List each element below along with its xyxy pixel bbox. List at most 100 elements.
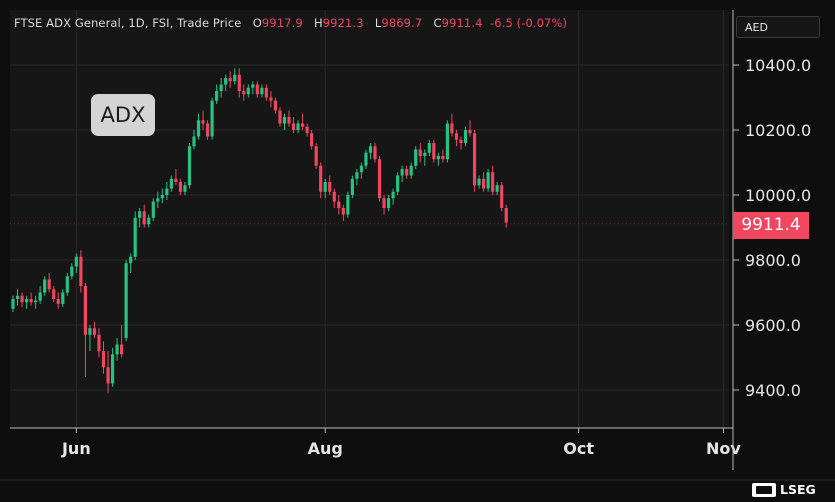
low-label: L bbox=[374, 16, 382, 30]
candle bbox=[192, 130, 196, 150]
candle bbox=[341, 204, 345, 221]
x-tick-label: Jun bbox=[61, 439, 91, 458]
candle bbox=[319, 162, 323, 199]
candle-body bbox=[382, 198, 386, 208]
candle-body bbox=[287, 117, 291, 124]
candle bbox=[260, 84, 264, 98]
candle-body bbox=[400, 169, 404, 176]
candle-body bbox=[319, 165, 323, 192]
candle bbox=[160, 188, 164, 204]
candle bbox=[495, 182, 499, 195]
candle bbox=[219, 78, 223, 98]
candle-body bbox=[278, 110, 282, 124]
candle bbox=[454, 130, 459, 147]
candle bbox=[70, 263, 74, 280]
candle bbox=[251, 81, 255, 95]
candle bbox=[301, 113, 305, 130]
candle-body bbox=[92, 328, 97, 335]
candle-body bbox=[472, 133, 477, 186]
candle-body bbox=[83, 286, 87, 335]
candle bbox=[133, 211, 137, 260]
candle bbox=[174, 169, 178, 186]
candle-body bbox=[477, 178, 481, 186]
candle-body bbox=[436, 156, 440, 160]
candle-body bbox=[133, 217, 137, 257]
candle-body bbox=[129, 256, 133, 264]
candle bbox=[405, 165, 409, 179]
candle bbox=[373, 143, 377, 163]
candle-body bbox=[491, 172, 495, 192]
candle bbox=[34, 295, 38, 309]
candle bbox=[237, 68, 241, 98]
candle bbox=[138, 208, 142, 228]
candle bbox=[282, 113, 287, 130]
candle bbox=[110, 347, 115, 387]
candle-body bbox=[174, 178, 178, 182]
currency-selector[interactable]: AED bbox=[736, 16, 820, 38]
candle bbox=[491, 165, 495, 195]
candle-body bbox=[454, 133, 459, 140]
candle-body bbox=[264, 87, 268, 98]
candle bbox=[418, 143, 422, 163]
candle-body bbox=[56, 299, 60, 304]
candle bbox=[441, 149, 445, 163]
candle-body bbox=[160, 195, 164, 199]
lseg-logo-icon bbox=[752, 483, 776, 497]
candle bbox=[269, 91, 273, 108]
candle-body bbox=[183, 185, 187, 192]
candle bbox=[255, 81, 259, 98]
candle-body bbox=[224, 78, 228, 85]
candle-body bbox=[156, 198, 160, 202]
candle bbox=[445, 120, 449, 163]
y-tick-label: 9600.0 bbox=[745, 316, 801, 335]
candle-body bbox=[332, 191, 336, 202]
candle bbox=[142, 204, 146, 228]
candle bbox=[169, 175, 173, 192]
candle bbox=[486, 169, 490, 192]
candle-body bbox=[368, 146, 373, 153]
brand-mark: LSEG bbox=[752, 481, 816, 499]
high-label: H bbox=[314, 16, 323, 30]
candle bbox=[391, 188, 395, 205]
candle bbox=[310, 130, 314, 150]
candle bbox=[432, 139, 436, 163]
candle bbox=[88, 325, 92, 351]
candle bbox=[278, 107, 282, 127]
last-price-tag: 9911.4 bbox=[733, 212, 809, 239]
candle bbox=[355, 169, 359, 186]
candle bbox=[92, 321, 97, 338]
x-axis-ticks: Jun Aug Oct Nov bbox=[61, 428, 741, 458]
candle bbox=[477, 175, 481, 189]
candle-body bbox=[273, 100, 278, 111]
candle bbox=[165, 182, 169, 200]
candle bbox=[79, 250, 83, 293]
candle bbox=[215, 84, 219, 104]
candle bbox=[291, 117, 296, 134]
candle bbox=[43, 276, 47, 296]
candle-body bbox=[97, 334, 101, 351]
candle-body bbox=[504, 208, 508, 223]
candle-body bbox=[463, 130, 468, 143]
symbol-badge: ADX bbox=[91, 94, 155, 136]
chart-title: FTSE ADX General, 1D, FSI, Trade Price bbox=[14, 16, 242, 30]
candle-body bbox=[120, 344, 124, 355]
candle bbox=[196, 113, 201, 140]
candle-body bbox=[20, 295, 24, 303]
candle bbox=[11, 295, 15, 312]
candle-body bbox=[350, 178, 354, 195]
candle bbox=[382, 195, 386, 215]
candle bbox=[29, 292, 33, 306]
x-tick-label: Oct bbox=[563, 439, 594, 458]
candle bbox=[83, 282, 87, 377]
change-value: -6.5 (-0.07%) bbox=[490, 16, 568, 30]
high-value: 9921.3 bbox=[322, 16, 364, 30]
candle bbox=[210, 97, 214, 140]
candle-body bbox=[205, 123, 210, 137]
candle-body bbox=[61, 292, 65, 304]
candle-body bbox=[305, 126, 309, 134]
candle-body bbox=[233, 74, 237, 82]
candle-body bbox=[414, 149, 418, 166]
candle-body bbox=[432, 143, 436, 160]
